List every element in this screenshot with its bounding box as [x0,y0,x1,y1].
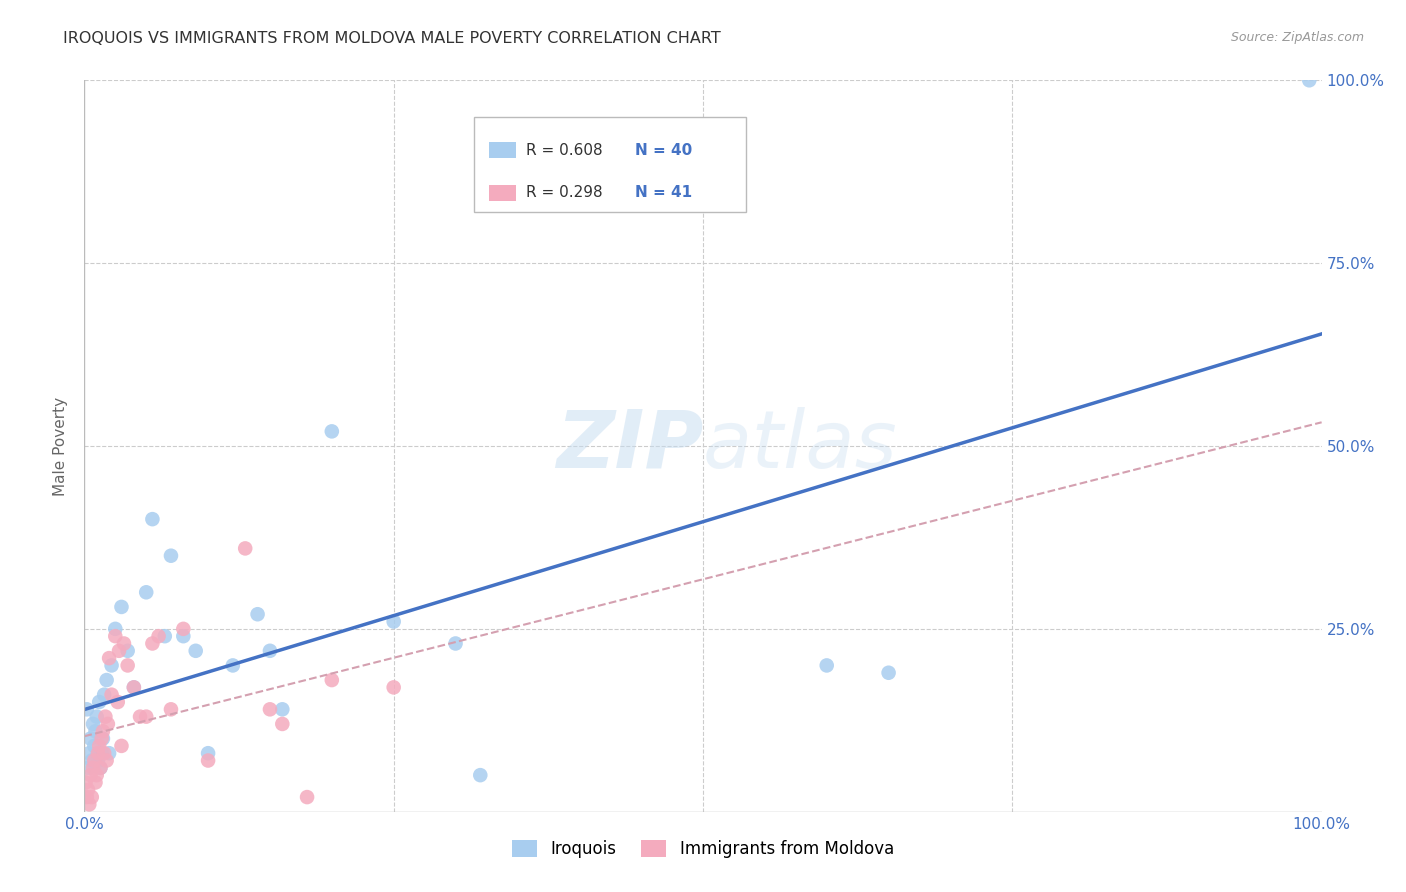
Point [100,658,122,673]
Point [877,665,900,680]
Point [91,731,114,746]
Point [100,688,122,702]
Point [79,731,101,746]
Point [382,681,405,695]
Point [117,644,139,658]
Point [233,541,256,556]
Point [93,746,115,760]
Point [382,615,405,629]
Point [84,724,107,739]
Point [160,702,183,716]
Point [83,739,105,753]
Text: atlas: atlas [703,407,898,485]
Point [79,768,101,782]
Point [82,761,104,775]
Text: R = 0.298: R = 0.298 [526,186,603,201]
Point [184,644,207,658]
Y-axis label: Male Poverty: Male Poverty [53,396,69,496]
Point [89,761,111,775]
Point [271,717,294,731]
Point [86,768,108,782]
Point [98,746,121,760]
Text: IROQUOIS VS IMMIGRANTS FROM MOLDOVA MALE POVERTY CORRELATION CHART: IROQUOIS VS IMMIGRANTS FROM MOLDOVA MALE… [63,31,721,46]
Point [108,644,131,658]
Point [83,754,105,768]
Point [97,717,120,731]
Point [321,673,343,687]
Point [82,717,104,731]
Text: N = 40: N = 40 [636,143,692,158]
Point [271,702,294,716]
Point [815,658,838,673]
Point [259,644,281,658]
Text: R = 0.608: R = 0.608 [526,143,603,158]
Point [110,599,132,614]
Point [160,549,183,563]
Legend: Iroquois, Immigrants from Moldova: Iroquois, Immigrants from Moldova [512,840,894,858]
Point [79,797,101,812]
Point [122,681,145,695]
Point [135,585,157,599]
Point [129,709,152,723]
Point [259,702,281,716]
Point [135,709,157,723]
Point [76,702,98,716]
Point [84,775,107,789]
Point [153,629,176,643]
Point [1298,73,1320,87]
Point [96,673,118,687]
Point [87,754,110,768]
Bar [474,117,747,212]
Point [96,754,118,768]
Point [321,425,343,439]
Text: N = 41: N = 41 [636,186,692,201]
Point [444,636,467,650]
Point [104,629,127,643]
Point [197,746,219,760]
Point [104,622,127,636]
Point [86,709,108,723]
Point [79,746,101,760]
Point [87,746,110,760]
Point [222,658,245,673]
Point [80,754,103,768]
Point [141,636,163,650]
Point [172,622,194,636]
Point [98,651,121,665]
Point [141,512,163,526]
Point [77,782,100,797]
Point [90,746,112,760]
Point [89,761,111,775]
Text: Source: ZipAtlas.com: Source: ZipAtlas.com [1230,31,1364,45]
Point [246,607,269,622]
Point [89,695,111,709]
Point [107,695,129,709]
Point [470,768,492,782]
Point [76,790,98,805]
Point [89,739,111,753]
Point [93,688,115,702]
Point [172,629,194,643]
Bar [489,142,516,158]
Point [112,636,135,650]
Point [197,754,219,768]
Point [77,761,100,775]
Bar [489,185,516,201]
Point [94,709,117,723]
Point [75,775,97,789]
Point [80,790,103,805]
Point [148,629,170,643]
Point [110,739,132,753]
Text: ZIP: ZIP [555,407,703,485]
Point [295,790,318,805]
Point [90,731,112,746]
Point [91,724,114,739]
Point [117,658,139,673]
Point [122,681,145,695]
